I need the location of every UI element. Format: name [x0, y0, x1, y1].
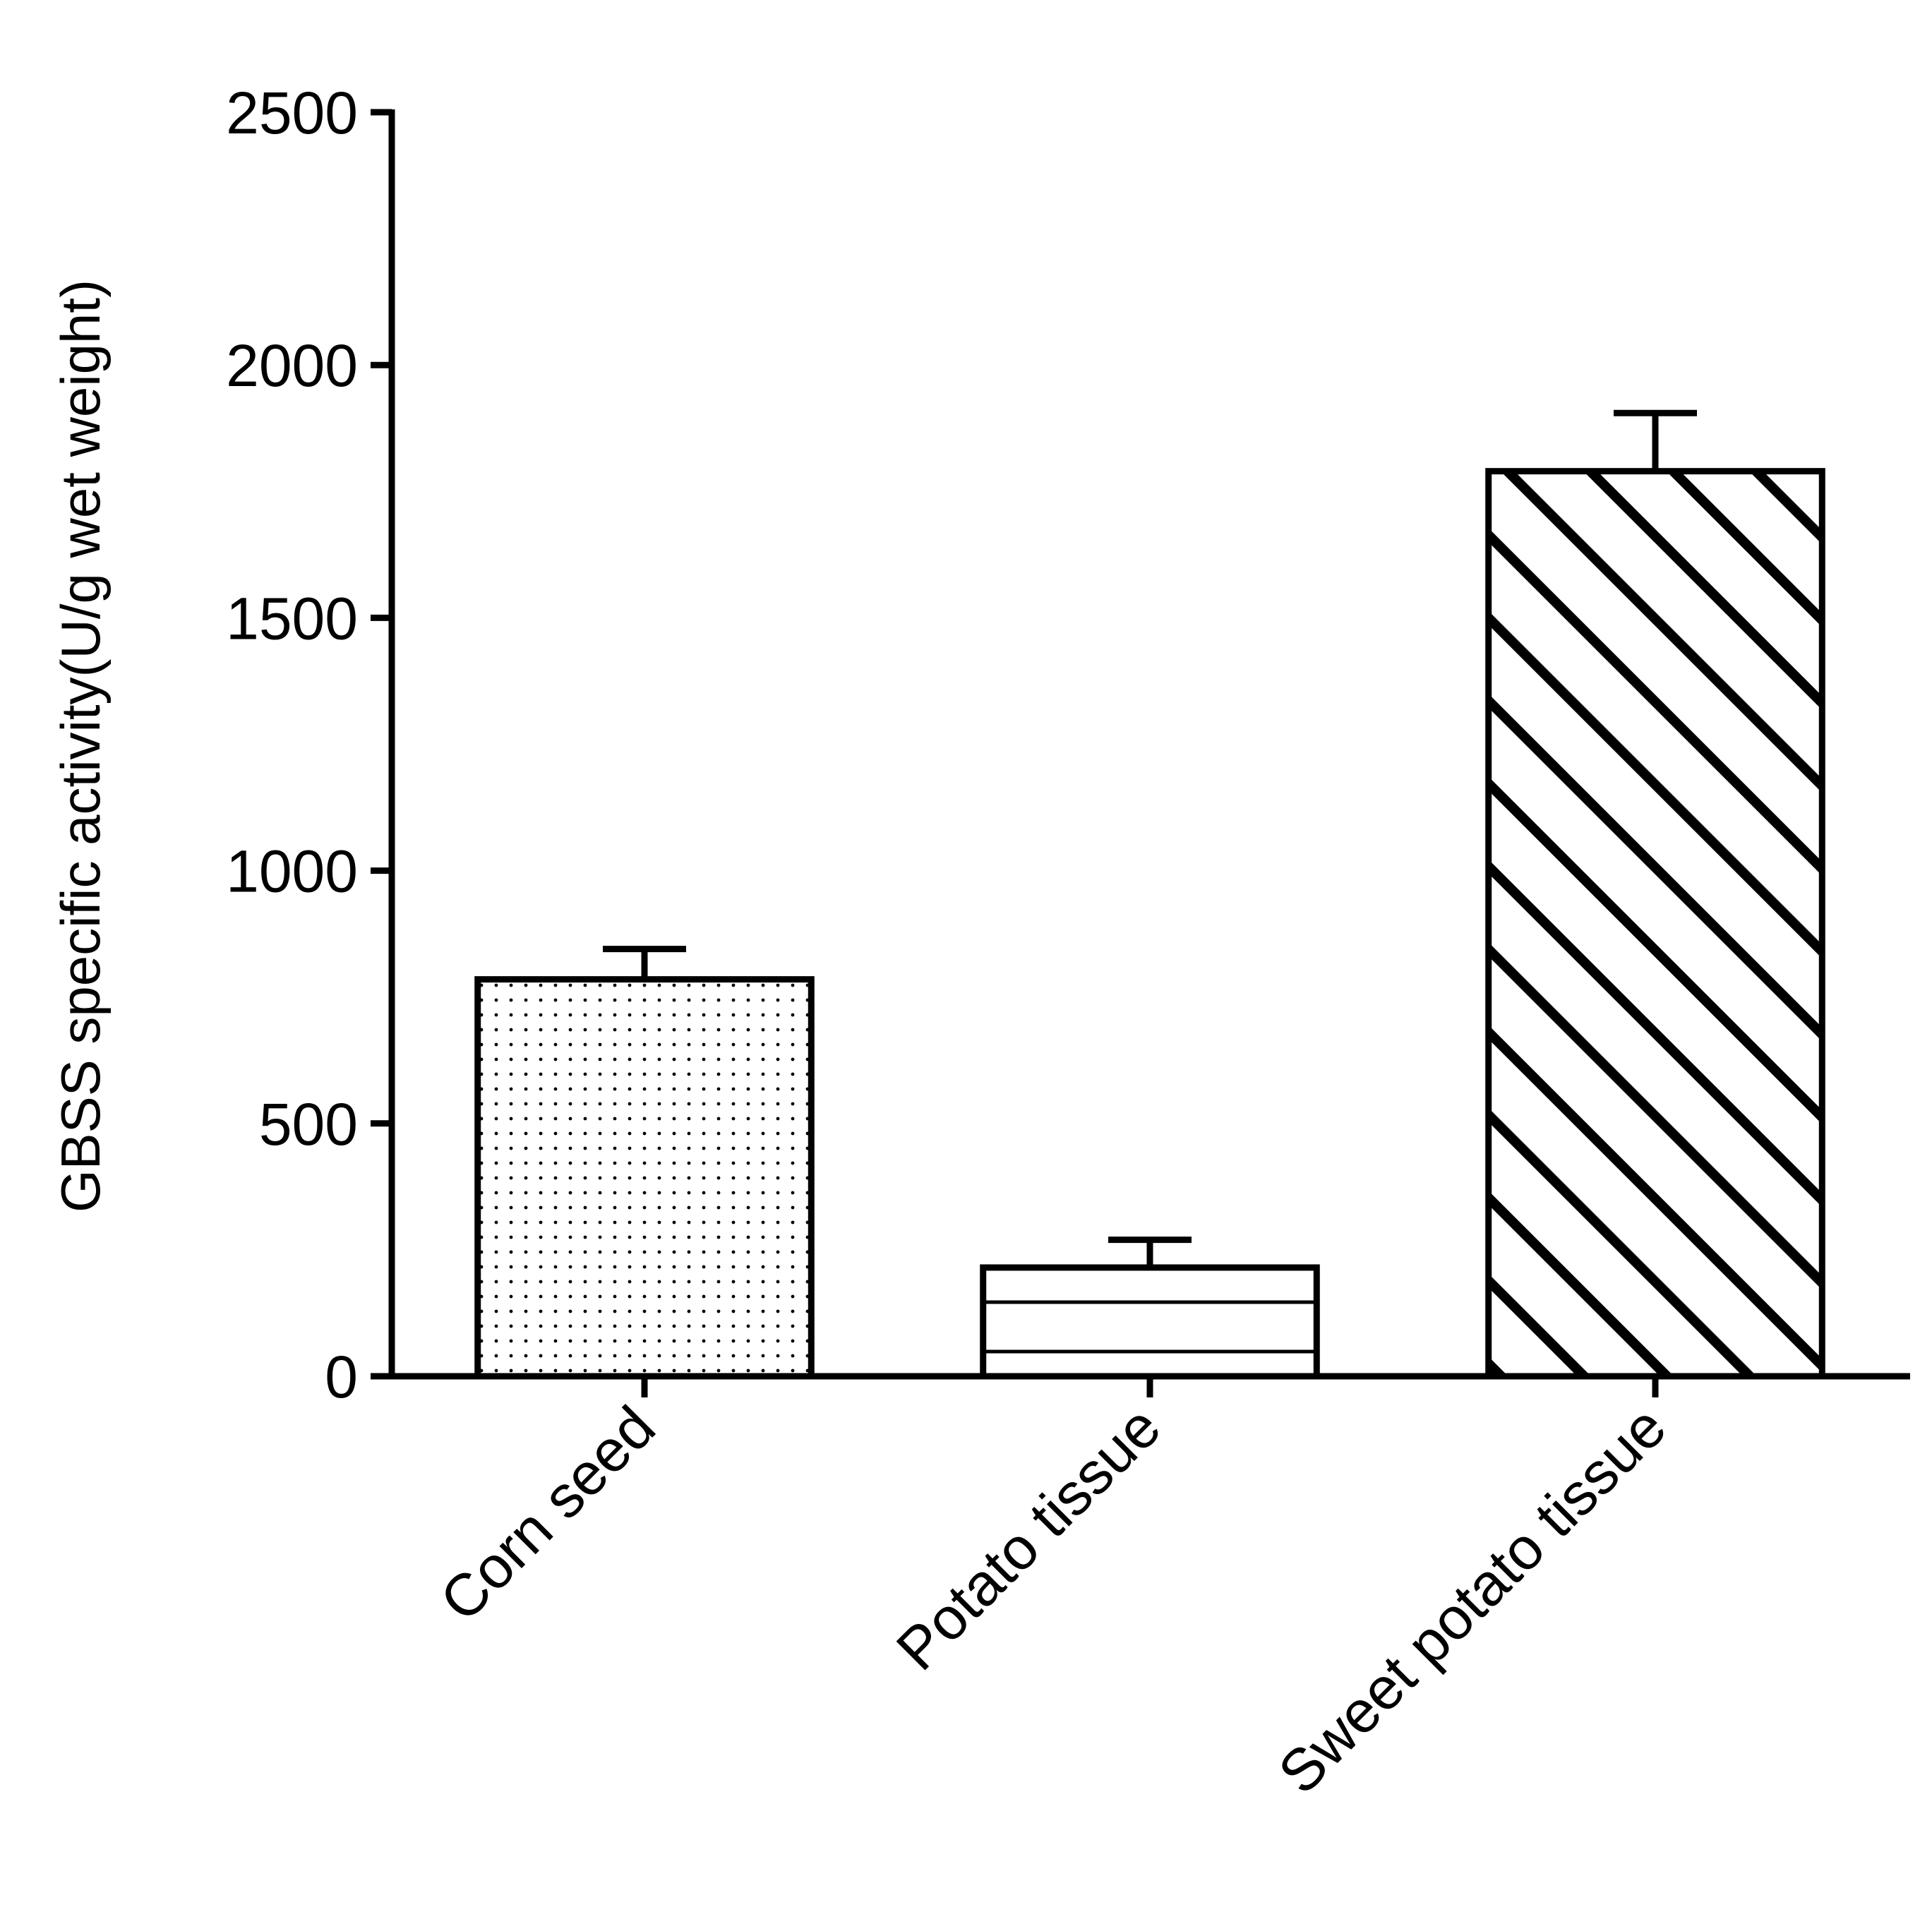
x-tick-label: Potato tissue — [884, 1393, 1173, 1683]
y-tick-label: 500 — [259, 1091, 358, 1157]
y-tick-label: 1500 — [226, 585, 358, 651]
x-tick-label: Corn seed — [427, 1393, 668, 1634]
y-tick-label: 1000 — [226, 838, 358, 905]
y-tick-label: 2500 — [226, 80, 358, 146]
y-tick-label: 2000 — [226, 332, 358, 399]
x-tick-label: Sweet potato tissue — [1266, 1393, 1679, 1806]
bar — [1485, 468, 1825, 1380]
bar — [474, 976, 815, 1380]
bar — [980, 1264, 1320, 1380]
y-tick-label: 0 — [325, 1344, 358, 1410]
y-axis-label: GBSS specific activity(U/g wet weight) — [49, 279, 112, 1213]
